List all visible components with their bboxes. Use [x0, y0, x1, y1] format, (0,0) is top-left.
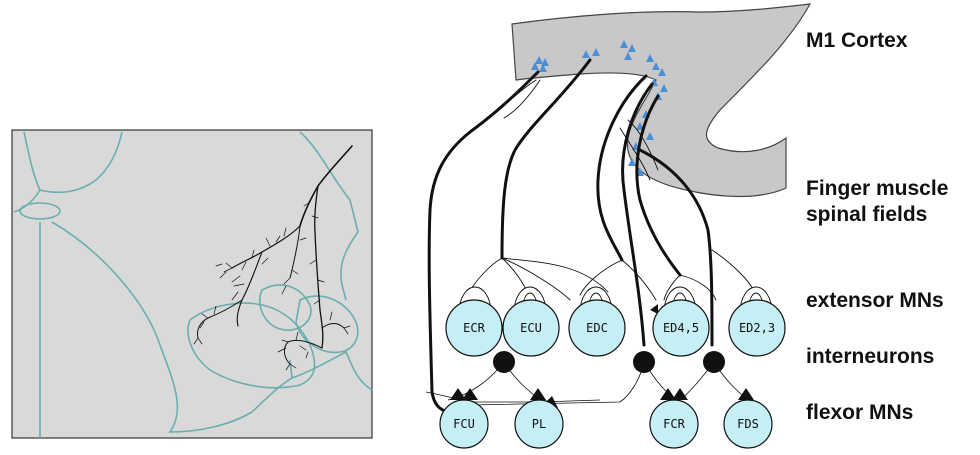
mn-label-ed45: ED4,5 [663, 321, 699, 335]
spinal-section-panel [11, 129, 373, 439]
axon-to-edc [596, 74, 648, 262]
axon-descending-branch [314, 185, 324, 349]
ventral-horn-outline [51, 221, 253, 433]
axon-to-ed23 [638, 148, 714, 347]
label-extensor-mns: extensor MNs [806, 289, 944, 312]
mn-label-fcr: FCR [663, 417, 685, 431]
interneuron-3 [703, 351, 725, 373]
pool-connector [289, 359, 293, 379]
corticomotoneuronal-axons [427, 58, 757, 414]
mn-label-fds: FDS [737, 417, 759, 431]
label-m1-cortex: M1 Cortex [806, 29, 908, 52]
extensor-mn-row: ECR ECU EDC ED4,5 ED2,3 [445, 286, 786, 357]
extensor-mn-ecr: ECR [445, 286, 503, 357]
flexor-mn-fds: FDS [723, 388, 773, 449]
traced-axon-arbor [193, 145, 353, 371]
extensor-mn-ecu: ECU [502, 286, 560, 357]
motor-pool-outline-small [259, 284, 312, 331]
ventral-boundary [251, 350, 373, 413]
flexor-mn-row: FCU PL FCR FDS [439, 388, 773, 449]
interneuron-row [493, 351, 725, 373]
mn-label-fcu: FCU [453, 417, 475, 431]
central-canal [19, 202, 61, 220]
cortex-diagram [425, 3, 812, 414]
extensor-mn-ed23: ED2,3 [728, 286, 786, 357]
cortical-neurons [531, 40, 668, 176]
label-flexor-mns: flexor MNs [806, 401, 914, 424]
mn-label-ecu: ECU [520, 321, 542, 335]
axon-to-fcu [427, 70, 540, 414]
axon-to-ecu [500, 58, 592, 260]
flexor-mn-fcr: FCR [649, 388, 699, 449]
label-interneurons: interneurons [806, 345, 935, 368]
motor-pool-outline-left [187, 302, 316, 389]
spinal-section-background [11, 129, 373, 439]
gray-matter-outlines [13, 131, 373, 438]
motor-pool-outline-right [295, 295, 359, 354]
lateral-outline [299, 131, 359, 301]
label-finger-fields-line2: spinal fields [806, 203, 928, 226]
neuron-cluster-ecr [531, 56, 549, 72]
flexor-mn-pl: PL [514, 388, 564, 449]
axon-to-interneuron [621, 82, 654, 347]
neuron-cluster-ed45 [646, 54, 668, 100]
mn-label-ecr: ECR [463, 321, 485, 335]
axon-branch-6 [321, 323, 345, 329]
mn-label-ed23: ED2,3 [739, 321, 775, 335]
interneuron-2 [633, 351, 655, 373]
mn-label-edc: EDC [586, 321, 608, 335]
extensor-mn-ed45: ED4,5 [652, 286, 710, 357]
axon-terminals [193, 201, 351, 371]
neuron-cluster-edc [620, 40, 636, 60]
extensor-mn-edc: EDC [568, 286, 626, 357]
mn-label-pl: PL [532, 417, 546, 431]
flexor-mn-fcu: FCU [439, 388, 489, 449]
dorsal-horn-outline [39, 131, 123, 194]
label-finger-fields-line1: Finger muscle [806, 177, 949, 200]
axon-branch-3 [289, 225, 301, 279]
axon-to-ed45 [635, 94, 682, 277]
interneuron-1 [493, 351, 515, 373]
neuron-cluster-ecu [582, 48, 600, 58]
